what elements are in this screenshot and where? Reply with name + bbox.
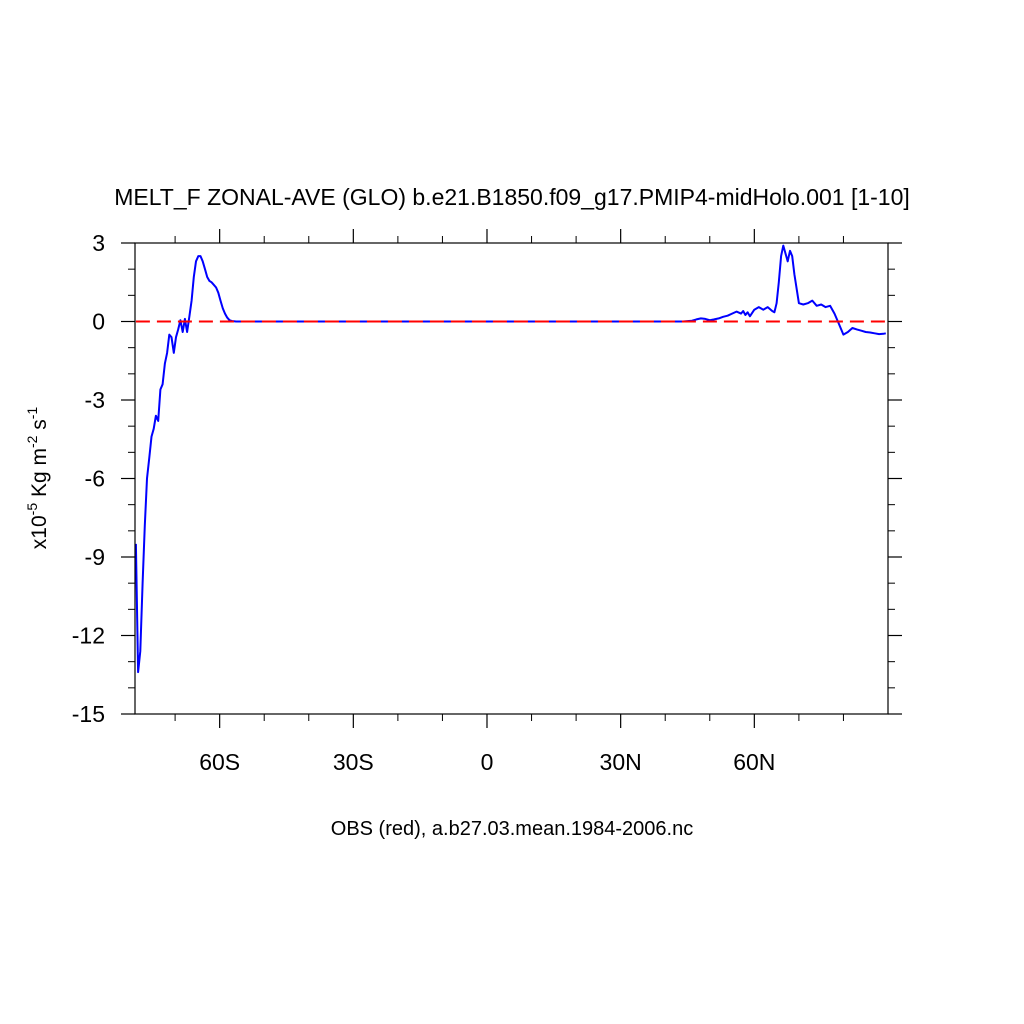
x-tick-label: 60S xyxy=(199,749,240,775)
y-tick-label: -6 xyxy=(85,466,105,492)
x-tick-label: 30S xyxy=(333,749,374,775)
x-tick-label: 0 xyxy=(481,749,494,775)
chart-subtitle: OBS (red), a.b27.03.mean.1984-2006.nc xyxy=(331,818,693,840)
y-label-mid2: s xyxy=(28,419,51,435)
y-label-exp2: -2 xyxy=(24,435,40,448)
y-tick-label: -15 xyxy=(72,701,105,727)
y-label-prefix: x10 xyxy=(28,515,51,549)
y-tick-label: 3 xyxy=(92,230,105,256)
y-axis: 3 0 -3 -6 -9 -12 -15 xyxy=(72,230,902,727)
x-tick-label: 30N xyxy=(600,749,642,775)
plot-area xyxy=(134,244,887,674)
y-tick-label: -9 xyxy=(85,544,105,570)
x-axis: 60S 30S 0 30N 60N xyxy=(174,229,844,775)
y-label-exp3: -1 xyxy=(24,407,40,420)
y-label-mid: Kg m xyxy=(28,448,51,503)
model-series-line xyxy=(134,244,887,674)
y-tick-label: 0 xyxy=(92,309,105,335)
x-tick-label: 60N xyxy=(733,749,775,775)
chart-title: MELT_F ZONAL-AVE (GLO) b.e21.B1850.f09_g… xyxy=(114,184,910,210)
y-tick-label: -3 xyxy=(85,387,105,413)
y-axis-label: x10-5 Kg m-2 s-1 xyxy=(24,407,51,550)
y-tick-label: -12 xyxy=(72,623,105,649)
y-label-exp1: -5 xyxy=(24,503,40,516)
